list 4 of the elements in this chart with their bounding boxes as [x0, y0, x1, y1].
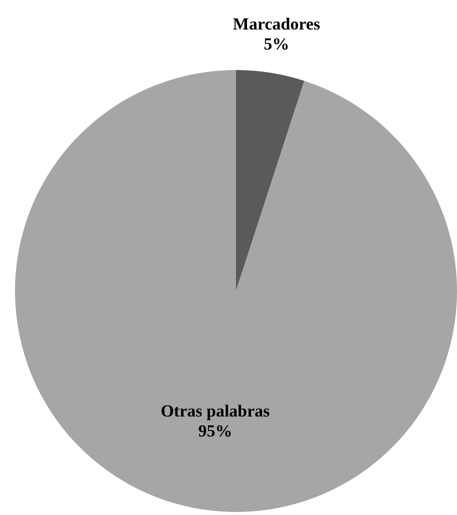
data-label: 95% [198, 421, 232, 440]
slice-label: Otras palabras [160, 401, 270, 420]
slice-label: Marcadores [232, 14, 320, 34]
data-label: 5% [264, 34, 290, 54]
